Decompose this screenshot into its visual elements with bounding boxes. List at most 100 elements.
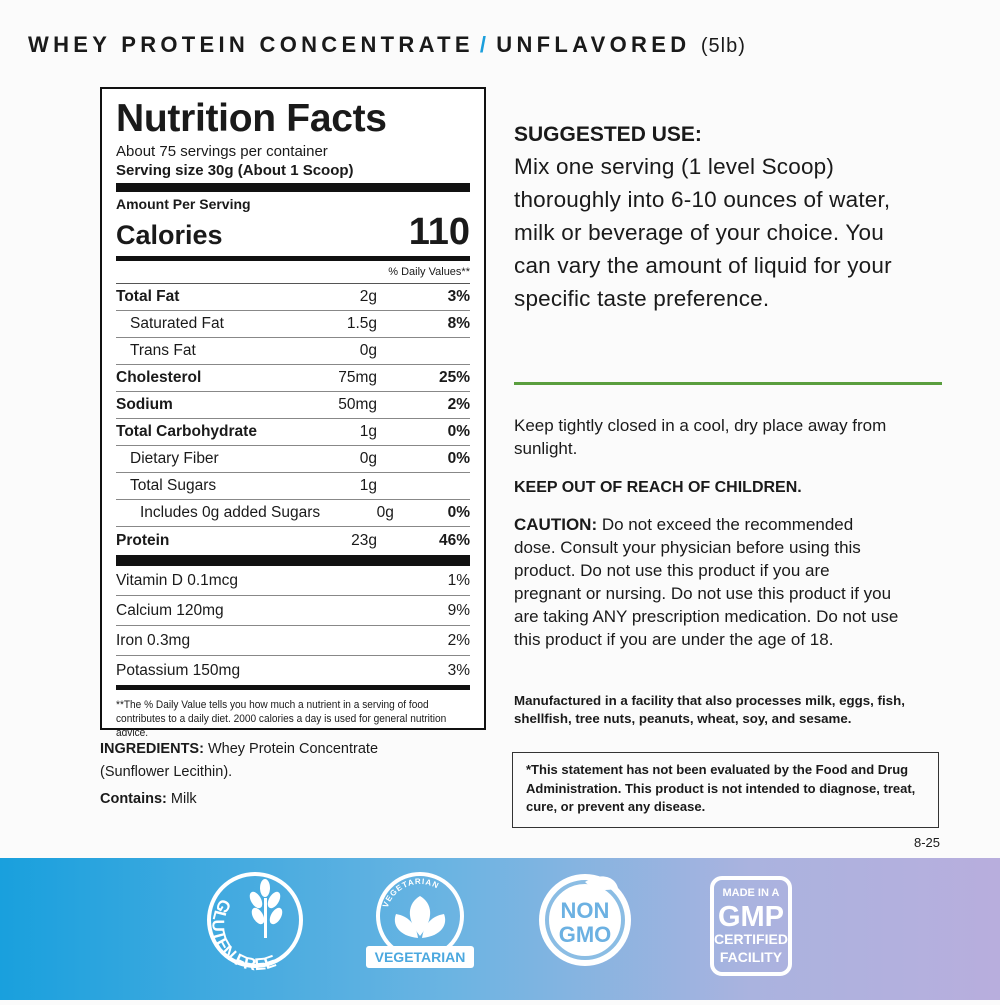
badges: GLUTEN FREE VEGETARIAN VEGETARIAN NON GM… (207, 872, 792, 976)
svg-text:GLUTEN FREE: GLUTEN FREE (208, 896, 278, 975)
vitamin-row: Potassium 150mg 3% (116, 656, 470, 685)
vegetarian-top: VEGETARIAN (381, 877, 440, 909)
daily-value: 0% (447, 423, 470, 440)
contains: Milk (170, 791, 197, 807)
divider (116, 685, 470, 690)
vegetarian-banner: VEGETARIAN (375, 949, 466, 965)
suggested-use-text: Mix one serving (1 level Scoop) thorough… (514, 154, 892, 311)
gmo-text: GMO (559, 922, 612, 947)
nutrient-name: Saturated Fat (130, 315, 224, 332)
amount-per-serving: Amount Per Serving (116, 196, 251, 212)
gmp-certified: CERTIFIED (714, 931, 788, 947)
nutrient-name: Trans Fat (130, 342, 196, 359)
nutrient-amount: 0g (359, 450, 377, 467)
nutrient-amount: 0g (376, 504, 394, 521)
gmp-made: MADE IN A (722, 887, 779, 899)
suggested-use-title: SUGGESTED USE: (514, 123, 702, 146)
allergen: Manufactured in a facility that also pro… (514, 693, 905, 726)
daily-value-blank (377, 473, 470, 499)
non-gmo-badge: NON GMO (539, 874, 631, 966)
daily-value: 2% (447, 396, 470, 413)
divider (116, 183, 470, 192)
ingredients: INGREDIENTS: Whey Protein Concentrate (S… (100, 738, 440, 811)
gmp-facility: FACILITY (720, 949, 783, 965)
nutrient-name: Dietary Fiber (130, 450, 219, 467)
gluten-free-text: GLUTEN FREE (208, 896, 278, 975)
vitamin-dv: 9% (447, 602, 470, 619)
gmp-text: GMP (718, 901, 784, 933)
footnote: **The % Daily Value tells you how much a… (116, 699, 447, 739)
vegetarian-badge: VEGETARIAN VEGETARIAN (366, 872, 474, 968)
daily-value: 8% (447, 315, 470, 332)
separator: / (479, 32, 491, 57)
nutrient-amount: 2g (359, 288, 377, 305)
vitamin-rows: Vitamin D 0.1mcg 1% Calcium 120mg 9% Iron 0.… (116, 566, 470, 685)
nutrient-name: Cholesterol (116, 369, 202, 386)
nutrient-name: Sodium (116, 396, 173, 413)
vitamin-dv: 1% (447, 572, 470, 589)
nutrient-amount: 1g (359, 423, 377, 440)
nutrient-name: Total Fat (116, 288, 180, 305)
daily-value-blank (377, 338, 470, 364)
ingredients-text: Whey Protein Concentrate (Sunflower Leci… (100, 741, 379, 780)
daily-value: 25% (438, 369, 470, 386)
flavor: UNFLAVORED (496, 32, 691, 57)
vitamin-name: Potassium 150mg (116, 662, 241, 679)
vitamin-dv: 2% (447, 632, 470, 649)
product-name: WHEY PROTEIN CONCENTRATE (28, 32, 474, 57)
nutrient-amount: 1g (359, 477, 377, 494)
daily-value: 46% (438, 532, 470, 549)
servings: About 75 servings per container (116, 143, 328, 160)
nutrient-row: Protein 23g 46% (116, 527, 470, 555)
nutrient-name: Total Carbohydrate (116, 423, 257, 440)
dv-header: % Daily Values** (116, 261, 470, 284)
non-text: NON (561, 898, 610, 923)
svg-text:VEGETARIAN: VEGETARIAN (381, 877, 441, 909)
nutrient-row: Includes 0g added Sugars 0g 0% (116, 500, 470, 527)
divider (116, 256, 470, 261)
daily-value: 3% (447, 288, 470, 305)
vitamin-dv: 3% (447, 662, 470, 679)
suggested-use: SUGGESTED USE: Mix one serving (1 level … (514, 120, 914, 315)
storage: Keep tightly closed in a cool, dry place… (514, 416, 887, 458)
calories-row: Calories 110 (116, 212, 470, 252)
nutrient-name: Total Sugars (130, 477, 217, 494)
nutrient-row: Cholesterol 75mg 25% (116, 365, 470, 392)
vitamin-row: Iron 0.3mg 2% (116, 626, 470, 656)
nutrient-amount: 23g (351, 532, 377, 549)
nutrient-name: Includes 0g added Sugars (140, 504, 321, 521)
gmp-badge: MADE IN A GMP CERTIFIED FACILITY (710, 876, 792, 976)
calories-label: Calories (116, 220, 223, 250)
size: (5lb) (700, 35, 746, 57)
nutrient-amount: 50mg (338, 396, 377, 413)
green-rule (514, 382, 942, 385)
badge-band: GLUTEN FREE VEGETARIAN VEGETARIAN NON GM… (0, 858, 1000, 1000)
nutrient-rows: Total Fat 2g 3% Saturated Fat 1.5g 8% Trans Fa… (116, 284, 470, 555)
vitamin-row: Vitamin D 0.1mcg 1% (116, 566, 470, 596)
vitamin-name: Vitamin D 0.1mcg (116, 572, 239, 589)
caution-label: CAUTION: (514, 515, 598, 534)
vitamin-name: Iron 0.3mg (116, 632, 191, 649)
nutrient-row: Saturated Fat 1.5g 8% (116, 311, 470, 338)
nutrient-amount: 0g (359, 342, 377, 359)
nutrient-row: Trans Fat 0g (116, 338, 470, 365)
nutrient-row: Sodium 50mg 2% (116, 392, 470, 419)
daily-value: 0% (447, 450, 470, 467)
daily-value: 0% (447, 504, 470, 521)
nutrition-title: Nutrition Facts (116, 97, 387, 140)
nutrient-row: Total Fat 2g 3% (116, 284, 470, 311)
contains-label: Contains: (100, 791, 167, 807)
serving-size: Serving size 30g (About 1 Scoop) (116, 162, 354, 179)
lot-code: 8-25 (913, 835, 940, 850)
ingredients-label: INGREDIENTS: (100, 741, 204, 757)
header: WHEY PROTEIN CONCENTRATE / UNFLAVORED (5lb… (28, 32, 746, 58)
vitamin-row: Calcium 120mg 9% (116, 596, 470, 626)
nutrient-row: Total Sugars 1g (116, 473, 470, 500)
caution-text: Do not exceed the recommended dose. Cons… (514, 515, 899, 649)
nutrient-row: Dietary Fiber 0g 0% (116, 446, 470, 473)
caution: CAUTION: Do not exceed the recommended d… (514, 514, 899, 651)
gluten-free-badge: GLUTEN FREE (207, 872, 303, 975)
disclaimer: *This statement has not been evaluated b… (512, 752, 939, 828)
vitamin-name: Calcium 120mg (116, 602, 224, 619)
